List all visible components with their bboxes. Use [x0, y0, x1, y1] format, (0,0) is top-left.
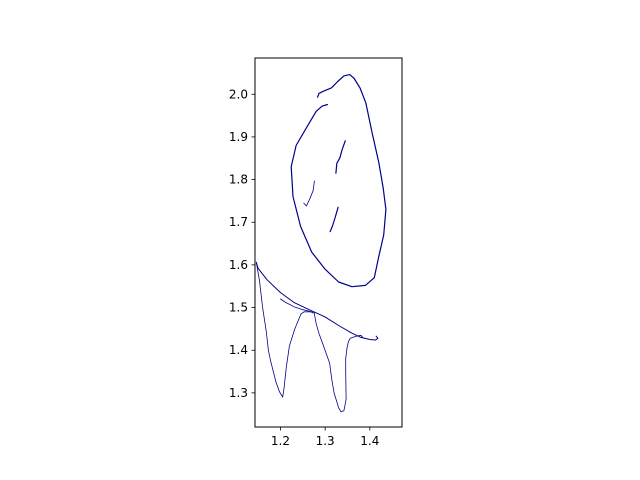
y-axis: 1.3 1.4 1.5 1.6 1.7 1.8 1.9 2.0	[229, 87, 255, 400]
y-tick-label: 1.7	[229, 215, 248, 229]
x-axis: 1.2 1.3 1.4	[271, 427, 379, 448]
series-line-1	[290, 73, 387, 288]
series-line-7	[313, 311, 364, 413]
series-line-6	[255, 261, 314, 398]
y-tick-label: 1.4	[229, 343, 248, 357]
x-tick-label: 1.4	[360, 434, 379, 448]
y-tick-label: 1.6	[229, 258, 248, 272]
series-line-3	[303, 180, 315, 207]
y-tick-label: 1.5	[229, 301, 248, 315]
y-tick-label: 2.0	[229, 87, 248, 101]
plot-lines	[255, 73, 387, 413]
y-tick-label: 1.8	[229, 173, 248, 187]
x-tick-label: 1.2	[271, 434, 290, 448]
axes-frame	[254, 57, 403, 428]
series-line-2	[335, 140, 346, 174]
series-line-5	[255, 261, 379, 341]
x-tick-label: 1.3	[316, 434, 335, 448]
series-line-4	[329, 206, 339, 233]
y-tick-label: 1.9	[229, 130, 248, 144]
series-line-8	[280, 298, 314, 314]
y-tick-label: 1.3	[229, 386, 248, 400]
